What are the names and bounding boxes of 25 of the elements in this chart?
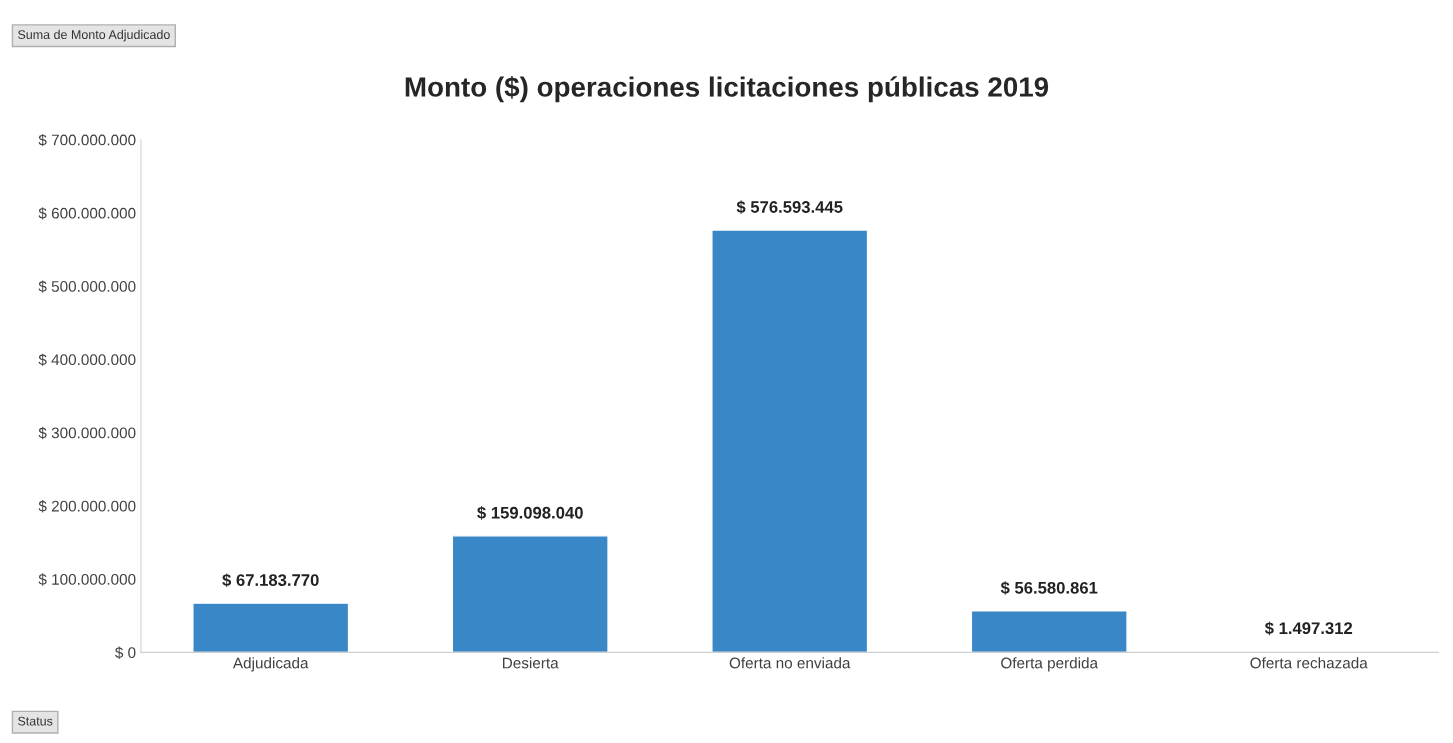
chart-title: Monto ($) operaciones licitaciones públicas 2019 [405, 75, 1049, 103]
y-tick-label: $ 300.000.000 [38, 426, 136, 440]
x-tick-label: Desierta [503, 657, 559, 669]
y-tick-label: $ 700.000.000 [38, 133, 136, 147]
bar [192, 602, 350, 653]
bar [970, 610, 1128, 653]
bar [711, 229, 869, 653]
text: Suma de Monto Adjudicado [18, 29, 170, 42]
y-tick-label: $ 0 [115, 646, 136, 659]
y-tick-label: $ 200.000.000 [38, 500, 136, 513]
y-tick-label: $ 400.000.000 [38, 353, 136, 366]
x-tick-label: Adjudicada [232, 657, 309, 672]
data-label: $ 56.580.861 [1000, 581, 1098, 595]
data-label: $ 576.593.445 [736, 200, 843, 214]
bar [451, 535, 609, 653]
x-tick-label: Oferta perdida [1001, 657, 1099, 672]
y-tick-label: $ 600.000.000 [38, 207, 136, 220]
text: Status [18, 716, 53, 726]
data-label: $ 159.098.040 [477, 506, 583, 520]
data-label: $ 67.183.770 [222, 573, 319, 588]
x-tick-label: Oferta no enviada [729, 657, 851, 669]
y-tick-label: $ 100.000.000 [38, 573, 136, 586]
data-label: $ 1.497.312 [1264, 621, 1353, 636]
x-tick-label: Oferta rechazada [1250, 657, 1368, 669]
y-tick-label: $ 500.000.000 [38, 280, 136, 293]
